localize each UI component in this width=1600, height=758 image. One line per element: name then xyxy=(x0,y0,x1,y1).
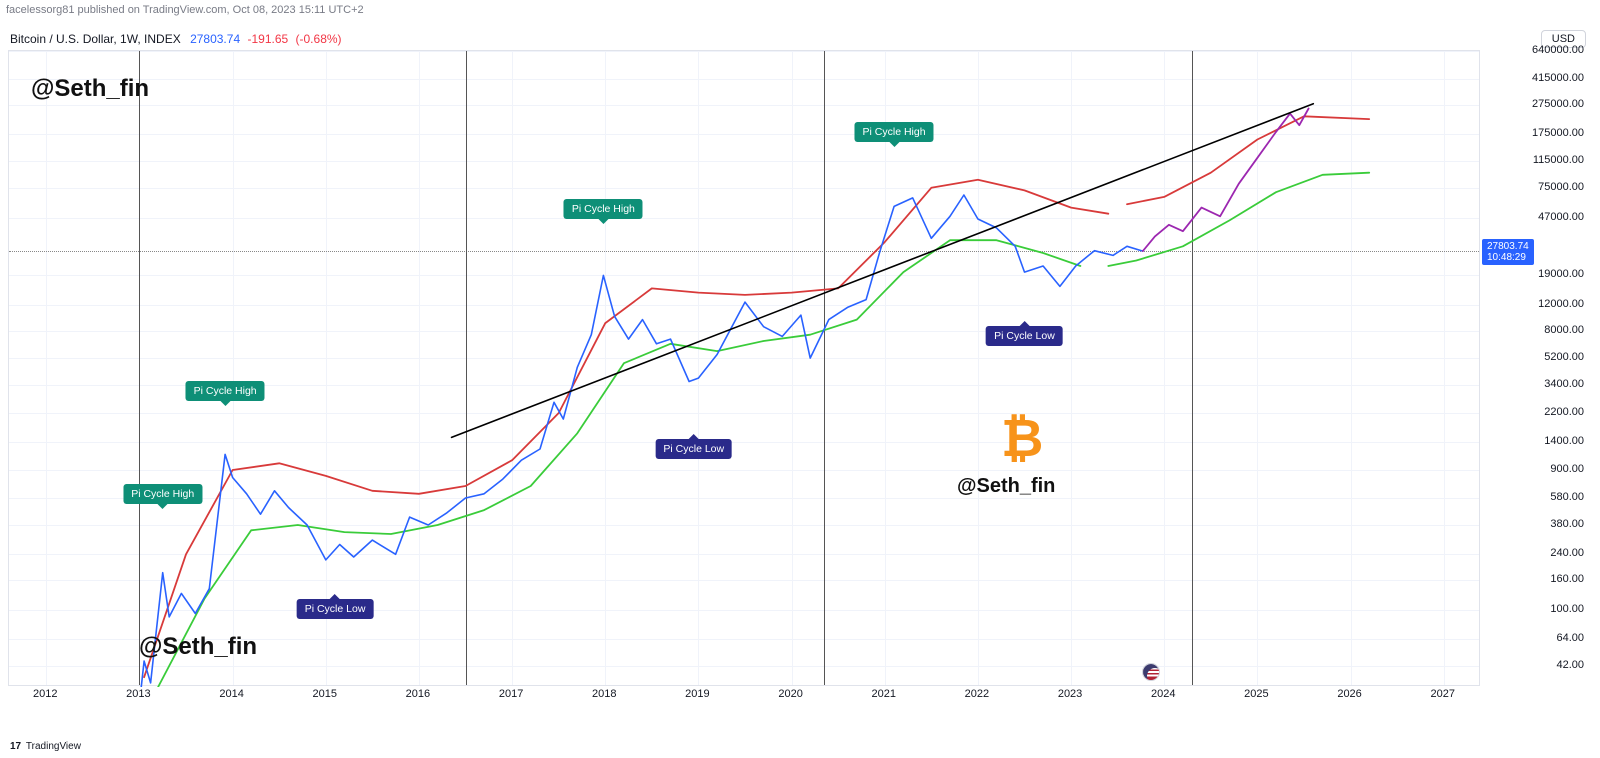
y-tick: 160.00 xyxy=(1550,573,1584,585)
x-tick: 2014 xyxy=(219,688,243,700)
pi-cycle-low-tag: Pi Cycle Low xyxy=(655,439,732,459)
x-tick: 2021 xyxy=(871,688,895,700)
x-tick: 2017 xyxy=(499,688,523,700)
y-tick: 175000.00 xyxy=(1532,127,1584,139)
price-chart[interactable]: Pi Cycle High Pi Cycle High Pi Cycle Low Pi… xyxy=(8,50,1480,686)
x-tick: 2022 xyxy=(965,688,989,700)
x-tick: 2019 xyxy=(685,688,709,700)
y-tick: 580.00 xyxy=(1550,491,1584,503)
bitcoin-icon: ₿ xyxy=(1001,409,1043,469)
pi-cycle-high-tag: Pi Cycle High xyxy=(123,484,202,504)
x-tick: 2024 xyxy=(1151,688,1175,700)
y-tick: 240.00 xyxy=(1550,547,1584,559)
x-tick: 2016 xyxy=(406,688,430,700)
y-tick: 415000.00 xyxy=(1532,72,1584,84)
y-tick: 19000.00 xyxy=(1538,268,1584,280)
y-tick: 3400.00 xyxy=(1544,378,1584,390)
watermark: @Seth_fin xyxy=(139,633,257,661)
y-tick: 47000.00 xyxy=(1538,211,1584,223)
y-tick: 900.00 xyxy=(1550,463,1584,475)
pi-cycle-high-tag: Pi Cycle High xyxy=(855,122,934,142)
pi-cycle-low-tag: Pi Cycle Low xyxy=(297,599,374,619)
x-tick: 2020 xyxy=(778,688,802,700)
last-price: 27803.74 xyxy=(190,32,240,46)
y-tick: 12000.00 xyxy=(1538,298,1584,310)
y-tick: 380.00 xyxy=(1550,518,1584,530)
y-tick: 5200.00 xyxy=(1544,351,1584,363)
y-tick: 42.00 xyxy=(1556,659,1584,671)
pi-cycle-low-tag: Pi Cycle Low xyxy=(986,326,1063,346)
x-axis: 2012 2013 2014 2015 2016 2017 2018 2019 2020 2021… xyxy=(8,688,1480,708)
watermark: @Seth_fin xyxy=(31,75,149,103)
x-tick: 2013 xyxy=(126,688,150,700)
publish-line: facelessorg81 published on TradingView.c… xyxy=(6,4,364,16)
x-tick: 2027 xyxy=(1430,688,1454,700)
symbol-text[interactable]: Bitcoin / U.S. Dollar, 1W, INDEX xyxy=(10,32,181,46)
change-pct: (-0.68%) xyxy=(296,32,342,46)
y-tick: 75000.00 xyxy=(1538,181,1584,193)
y-tick: 640000.00 xyxy=(1532,44,1584,56)
watermark: @Seth_fin xyxy=(957,475,1055,498)
y-tick: 1400.00 xyxy=(1544,435,1584,447)
y-tick: 100.00 xyxy=(1550,603,1584,615)
x-tick: 2015 xyxy=(313,688,337,700)
y-tick: 64.00 xyxy=(1556,632,1584,644)
y-tick: 275000.00 xyxy=(1532,98,1584,110)
x-tick: 2012 xyxy=(33,688,57,700)
x-tick: 2023 xyxy=(1058,688,1082,700)
y-axis: 640000.00415000.00275000.00175000.001150… xyxy=(1482,50,1592,686)
symbol-row: Bitcoin / U.S. Dollar, 1W, INDEX 27803.7… xyxy=(10,32,342,46)
x-tick: 2018 xyxy=(592,688,616,700)
x-tick: 2026 xyxy=(1337,688,1361,700)
y-tick: 2200.00 xyxy=(1544,406,1584,418)
pi-cycle-high-tag: Pi Cycle High xyxy=(186,381,265,401)
pi-cycle-high-tag: Pi Cycle High xyxy=(564,199,643,219)
y-tick: 115000.00 xyxy=(1533,154,1584,166)
y-tick: 8000.00 xyxy=(1544,324,1584,336)
price-flag: 27803.7410:48:29 xyxy=(1482,239,1534,265)
x-tick: 2025 xyxy=(1244,688,1268,700)
change-abs: -191.65 xyxy=(247,32,288,46)
tradingview-logo: 17 TradingView xyxy=(10,741,81,752)
